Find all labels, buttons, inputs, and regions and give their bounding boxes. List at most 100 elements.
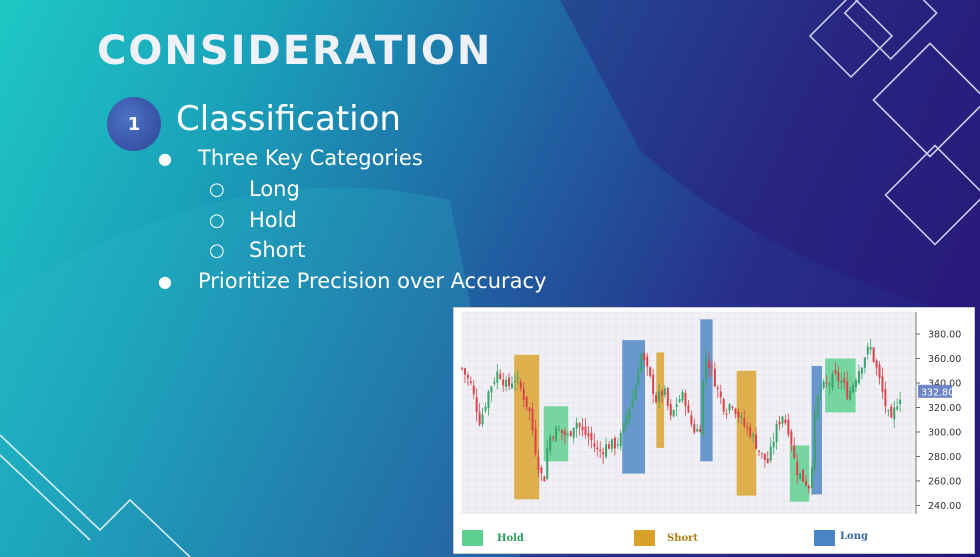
candle-body xyxy=(828,384,831,386)
candle-body xyxy=(743,417,746,426)
candle-body xyxy=(796,461,799,476)
candle-body xyxy=(493,382,496,384)
candle-body xyxy=(766,458,769,463)
candle-body xyxy=(616,444,619,446)
candle-body xyxy=(802,469,805,482)
legend-short-label: Short xyxy=(667,533,699,544)
legend-long-swatch xyxy=(814,530,835,546)
candle-body xyxy=(569,431,572,437)
candle-body xyxy=(769,446,772,461)
candle-body xyxy=(807,485,810,489)
candle-body xyxy=(790,431,793,445)
bullet-precision-over-accuracy: ● Prioritize Precision over Accuracy xyxy=(158,269,547,293)
candle-body xyxy=(822,381,825,388)
candle-body xyxy=(531,408,534,431)
candle-body xyxy=(649,367,652,377)
candle-body xyxy=(799,473,802,479)
candle-body xyxy=(599,449,602,452)
candle-body xyxy=(740,415,743,417)
bullet-dot-icon: ● xyxy=(158,272,172,291)
y-tick-label: 300.00 xyxy=(928,427,961,438)
candle-body xyxy=(640,353,643,372)
candle-body xyxy=(734,408,737,415)
candle-body xyxy=(522,388,525,400)
candle-body xyxy=(825,382,828,384)
candle-body xyxy=(461,367,463,369)
candle-body xyxy=(672,410,675,417)
candle-body xyxy=(702,380,705,436)
candle-body xyxy=(593,443,596,447)
candle-body xyxy=(890,406,893,418)
candle-body xyxy=(481,414,484,425)
candle-body xyxy=(584,426,587,435)
candle-body xyxy=(472,385,475,395)
candle-body xyxy=(707,361,710,369)
section-number-badge: 1 xyxy=(107,97,161,151)
candle-body xyxy=(805,481,808,486)
candle-body xyxy=(655,395,658,403)
bullet-text: Three Key Categories xyxy=(198,146,423,170)
candle-body xyxy=(552,437,555,439)
candle-body xyxy=(757,450,760,452)
sub-bullet-short: ○ Short xyxy=(209,238,305,262)
candle-body xyxy=(728,404,731,411)
candle-body xyxy=(884,388,887,407)
candle-body xyxy=(899,399,902,404)
candle-body xyxy=(669,404,672,416)
candle-body xyxy=(755,434,758,449)
candle-body xyxy=(560,429,563,433)
candle-body xyxy=(575,422,578,429)
legend-hold-label: Hold xyxy=(497,533,524,544)
candle-body xyxy=(693,424,696,433)
candle-body xyxy=(590,432,593,441)
hollow-bullet-icon: ○ xyxy=(209,179,225,200)
candle-body xyxy=(610,439,613,449)
candle-body xyxy=(578,423,581,427)
price-chart: 380.00 360.00 340.00 320.00 300.00 280.00 260.… xyxy=(461,311,961,514)
y-tick-label: 240.00 xyxy=(928,501,961,512)
candle-body xyxy=(519,381,522,389)
candle-body xyxy=(731,406,734,408)
candle-body xyxy=(699,429,702,433)
candle-body xyxy=(813,414,816,469)
candle-body xyxy=(763,453,766,461)
candle-body xyxy=(634,387,637,401)
candle-body xyxy=(549,436,552,451)
candle-body xyxy=(587,433,590,437)
candle-body xyxy=(643,353,646,360)
bullet-text: Long xyxy=(249,177,300,201)
hollow-bullet-icon: ○ xyxy=(209,210,225,231)
candle-body xyxy=(513,380,516,382)
candle-body xyxy=(878,364,881,379)
candle-body xyxy=(469,381,472,384)
candle-body xyxy=(487,391,490,408)
candle-body xyxy=(852,384,855,393)
candle-body xyxy=(710,366,713,368)
candle-body xyxy=(510,383,513,388)
candle-body xyxy=(537,456,540,471)
candle-body xyxy=(516,378,519,380)
candle-body xyxy=(596,447,599,450)
y-tick-label: 360.00 xyxy=(928,354,961,365)
legend-long-label: Long xyxy=(840,531,868,542)
section-heading: Classification xyxy=(176,99,401,139)
candle-body xyxy=(613,438,616,449)
candle-body xyxy=(658,391,661,402)
y-tick-label: 260.00 xyxy=(928,476,961,487)
bullet-three-key-categories: ● Three Key Categories xyxy=(158,146,423,170)
candle-body xyxy=(881,376,884,392)
candle-body xyxy=(719,391,722,398)
candle-body xyxy=(652,374,655,395)
candle-body xyxy=(625,414,628,425)
candle-body xyxy=(875,360,878,368)
candle-body xyxy=(810,467,813,489)
candle-body xyxy=(502,379,505,386)
candle-body xyxy=(775,423,778,443)
candle-body xyxy=(628,407,631,419)
candle-body xyxy=(463,368,466,375)
region-long xyxy=(811,365,823,495)
bullet-dot-icon: ● xyxy=(158,149,172,168)
y-tick-label: 340.00 xyxy=(928,379,961,390)
candle-body xyxy=(781,416,784,424)
